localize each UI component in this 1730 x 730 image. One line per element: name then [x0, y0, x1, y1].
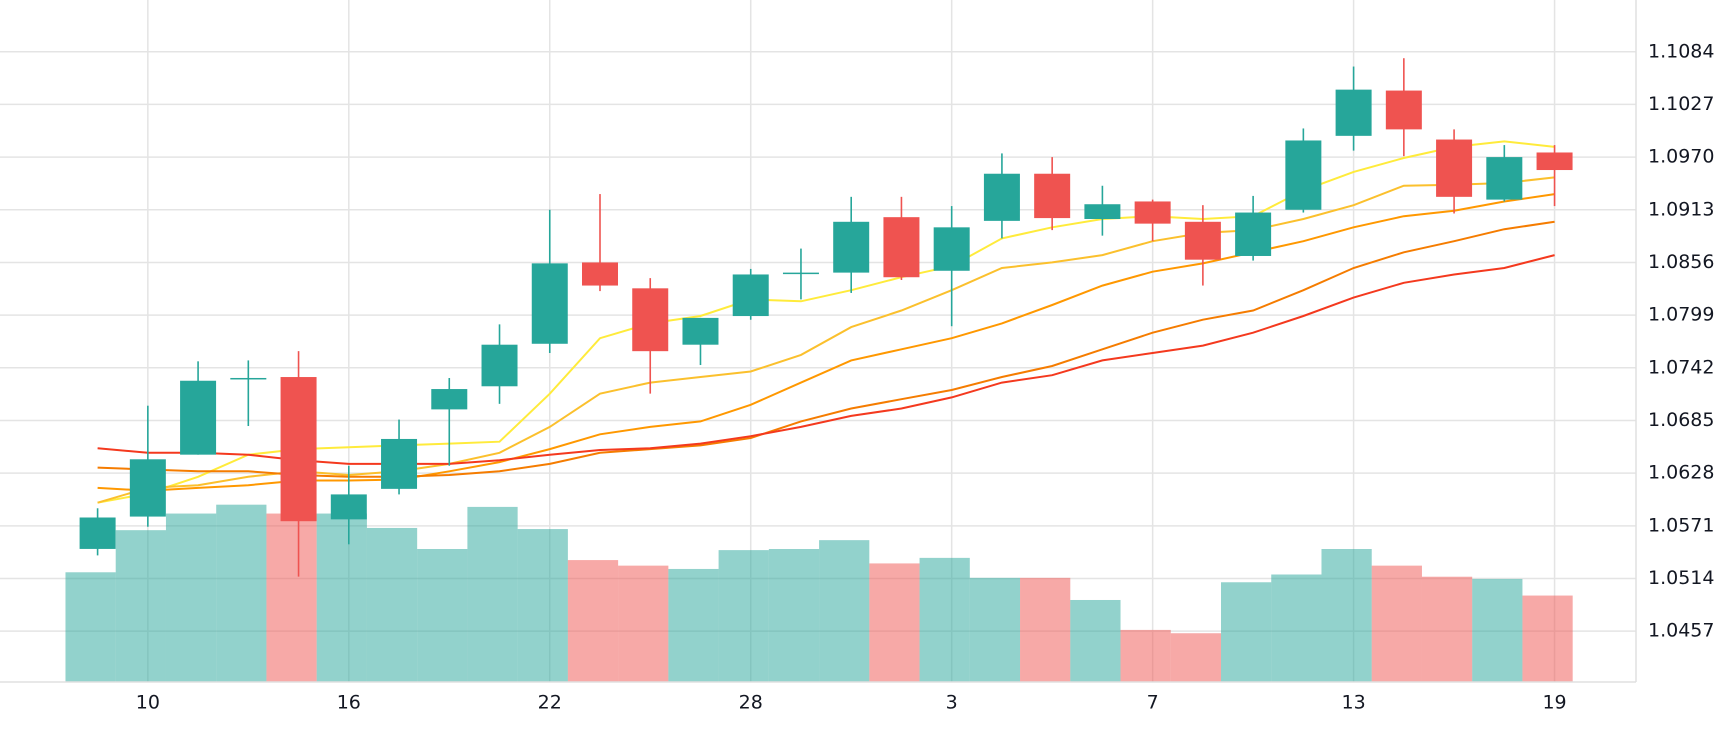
volume-bar — [919, 557, 970, 682]
volume-bar — [115, 530, 166, 682]
volume-bar — [618, 565, 669, 682]
candle-body — [79, 517, 116, 549]
volume-bar — [467, 506, 518, 682]
x-tick-label: 28 — [739, 692, 763, 714]
candle-body — [1235, 212, 1272, 256]
volume-bar — [266, 513, 317, 682]
volume-bar — [1221, 582, 1272, 682]
y-tick-label: 1.0913 — [1648, 198, 1714, 220]
x-tick-label: 22 — [538, 692, 562, 714]
volume-bar — [668, 568, 719, 682]
candle-body — [1184, 221, 1221, 260]
y-tick-label: 1.0571 — [1648, 514, 1714, 536]
candle-body — [280, 377, 317, 522]
y-tick-label: 1.0742 — [1648, 356, 1714, 378]
x-tick-label: 16 — [337, 692, 361, 714]
volume-bar — [969, 577, 1021, 682]
candle-body — [1385, 90, 1422, 130]
volume-layer — [65, 504, 1573, 682]
candles — [79, 58, 1573, 577]
volume-bar — [1120, 629, 1171, 682]
candle-body — [381, 438, 418, 489]
volume-bar — [216, 504, 267, 682]
volume-bar — [718, 550, 769, 682]
candle-body — [531, 263, 568, 344]
x-tick-label: 13 — [1342, 692, 1366, 714]
volume-bar — [1271, 574, 1322, 682]
candle-body — [1436, 139, 1473, 197]
y-tick-label: 1.0457 — [1648, 620, 1714, 642]
candle-body — [129, 459, 166, 517]
candle-body — [1536, 152, 1573, 171]
volume-bar — [366, 527, 418, 682]
candle-body — [230, 377, 267, 380]
moving-average-line — [97, 254, 1555, 465]
volume-bar — [65, 572, 116, 682]
x-tick-label: 10 — [136, 692, 160, 714]
candle-body — [933, 227, 970, 271]
candle-body — [1084, 204, 1121, 220]
x-tick-label: 7 — [1147, 692, 1159, 714]
moving-average-line — [97, 220, 1555, 478]
volume-bar — [869, 563, 920, 682]
x-tick-label: 19 — [1542, 692, 1566, 714]
candle-body — [330, 494, 367, 520]
axes: 1.1084 1.1027 1.0970 1.0913 1.0856 1.0799 1.07… — [0, 0, 1714, 714]
y-tick-label: 1.0970 — [1648, 146, 1714, 168]
y-tick-label: 1.0685 — [1648, 409, 1714, 431]
y-tick-label: 1.0799 — [1648, 304, 1714, 326]
volume-bar — [768, 549, 820, 682]
candle-body — [983, 173, 1020, 221]
volume-bar — [567, 560, 619, 682]
candle-body — [732, 274, 769, 317]
volume-bar — [819, 540, 870, 682]
volume-bar — [417, 549, 468, 682]
candle-body — [1134, 201, 1171, 224]
volume-bar — [1472, 578, 1523, 682]
x-tick-label: 3 — [946, 692, 958, 714]
candle-body — [1486, 157, 1523, 200]
candle-body — [833, 221, 870, 273]
volume-bar — [316, 513, 367, 682]
volume-bar — [517, 529, 568, 682]
candle-body — [1285, 140, 1322, 210]
volume-bar — [1371, 565, 1422, 682]
candle-body — [632, 288, 669, 352]
candle-body — [1335, 89, 1372, 136]
candle-body — [481, 344, 518, 387]
volume-bar — [165, 513, 217, 682]
candle-body — [582, 262, 618, 286]
moving-average-line — [97, 176, 1555, 504]
y-tick-label: 1.0856 — [1648, 251, 1714, 273]
candle-body — [883, 217, 920, 278]
y-tick-label: 1.0628 — [1648, 462, 1714, 484]
y-tick-label: 1.1027 — [1648, 93, 1714, 115]
candle-body — [180, 380, 217, 455]
y-tick-label: 1.1084 — [1648, 40, 1714, 62]
y-tick-label: 1.0514 — [1648, 567, 1714, 589]
candle-body — [782, 272, 819, 275]
candle-body — [682, 317, 719, 345]
candle-body — [431, 389, 468, 410]
volume-bar — [1321, 549, 1372, 682]
volume-bar — [1421, 576, 1473, 682]
moving-average-line — [97, 193, 1555, 492]
candle-body — [1034, 173, 1071, 219]
volume-bar — [1020, 577, 1071, 682]
volume-bar — [1070, 599, 1121, 682]
volume-bar — [1170, 633, 1221, 682]
volume-bar — [1522, 595, 1573, 682]
